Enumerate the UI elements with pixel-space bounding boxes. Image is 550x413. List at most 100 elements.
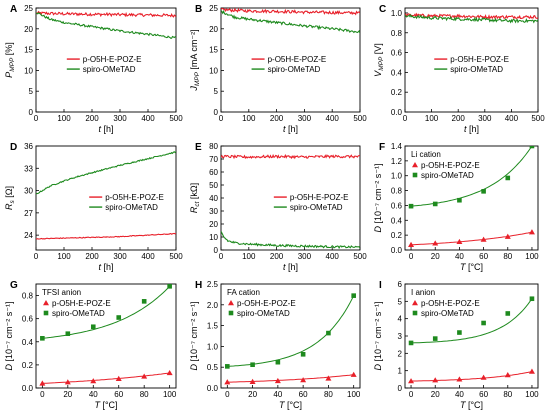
data-point — [225, 364, 230, 369]
panel-f: F 0 20 40 60 80 100 0.0 0.2 0.4 0.6 0.8 1.0 1.2 1.4 T [… — [373, 142, 539, 272]
y-tick-label: 2.0 — [207, 301, 219, 310]
panel-letter: I — [379, 280, 382, 291]
data-point — [480, 236, 487, 242]
x-tick-label: 60 — [114, 390, 123, 399]
panel-letter: B — [195, 4, 202, 15]
x-tick-label: 20 — [431, 390, 440, 399]
x-tick-label: 300 — [113, 114, 127, 123]
x-tick-label: 20 — [63, 390, 72, 399]
x-tick-label: 400 — [141, 252, 155, 261]
y-tick-label: 0.8 — [391, 187, 403, 196]
data-point — [504, 233, 511, 239]
y-tick-label: 2 — [398, 349, 403, 358]
y-tick-label: 1.0 — [391, 172, 403, 181]
x-tick-label: 0 — [34, 114, 39, 123]
fit-curve — [42, 285, 170, 339]
y-tick-label: 0.8 — [22, 292, 34, 301]
y-axis-unit: [V] — [373, 43, 383, 57]
y-tick-label: 15 — [24, 46, 33, 55]
y-tick-label: 27 — [24, 209, 33, 218]
y-tick-label: 10 — [209, 66, 218, 75]
y-axis-unit: [10⁻⁷ cm⁻² s⁻¹] — [189, 301, 199, 364]
y-tick-label: 25 — [24, 4, 33, 13]
panel-annotation: Li cation — [411, 150, 441, 159]
legend-entry: spiro-OMeTAD — [237, 309, 290, 318]
y-axis-label: Rs [Ω] — [4, 186, 16, 210]
legend-entry: spiro-OMeTAD — [290, 203, 343, 212]
x-tick-label: 60 — [479, 252, 488, 261]
data-point — [141, 373, 148, 379]
fit-curve — [410, 231, 533, 246]
panel-letter: A — [10, 4, 17, 15]
data-point — [432, 201, 438, 207]
x-axis-unit: [h] — [286, 262, 299, 272]
data-point — [481, 189, 486, 194]
x-tick-label: 300 — [113, 252, 127, 261]
legend-entry: p-O5H-E-POZ-E — [105, 193, 164, 202]
data-point — [275, 359, 281, 365]
y-tick-label: 0.2 — [391, 231, 403, 240]
y-axis-label: JMPP [mA cm⁻²] — [189, 29, 201, 91]
x-tick-label: 500 — [531, 114, 545, 123]
panel-letter: E — [195, 142, 202, 153]
y-tick-label: 40 — [209, 194, 218, 203]
y-axis-subscript: MPP — [378, 56, 385, 71]
x-tick-label: 0 — [409, 390, 414, 399]
x-axis-label: t [h] — [98, 124, 113, 134]
x-tick-label: 0 — [409, 252, 414, 261]
data-point — [457, 197, 462, 203]
x-tick-label: 200 — [85, 114, 99, 123]
legend-entry: p-O5H-E-POZ-E — [237, 299, 296, 308]
y-tick-label: 0.6 — [391, 49, 403, 58]
y-tick-label: 1.0 — [391, 9, 403, 18]
y-axis-unit: [10⁻⁷ cm⁻² s⁻¹] — [4, 301, 14, 364]
y-tick-label: 25 — [209, 4, 218, 13]
y-tick-label: 2.5 — [207, 280, 219, 289]
data-point — [529, 146, 535, 149]
x-tick-label: 100 — [347, 390, 361, 399]
y-axis-variable: D — [189, 364, 199, 371]
plot-frame — [404, 7, 539, 113]
x-tick-label: 60 — [299, 390, 308, 399]
data-point — [408, 340, 414, 346]
fit-curve — [410, 146, 533, 207]
series-line-spiro-ometad — [221, 9, 360, 34]
x-axis-label: t [h] — [98, 262, 113, 272]
y-tick-label: 1.4 — [391, 142, 403, 151]
data-point — [167, 284, 172, 289]
y-axis-variable: D — [373, 364, 383, 371]
data-point — [249, 378, 256, 384]
legend-entry: spiro-OMeTAD — [421, 309, 474, 318]
data-point — [325, 375, 332, 381]
x-tick-label: 60 — [479, 390, 488, 399]
y-tick-label: 5 — [398, 297, 403, 306]
data-point — [351, 293, 356, 298]
y-axis-variable: J — [189, 86, 199, 92]
data-point — [40, 336, 45, 341]
x-axis-label: t [h] — [283, 262, 298, 272]
panel-h: H 0 20 40 60 80 100 0.0 0.5 1.0 1.5 2.0 2.5 T [°C] D [… — [189, 280, 361, 410]
x-tick-label: 400 — [505, 114, 519, 123]
x-tick-label: 0 — [219, 114, 224, 123]
x-tick-label: 0 — [34, 252, 39, 261]
data-point — [274, 377, 281, 384]
x-axis-variable: T — [94, 400, 101, 410]
panel-a: A 0 100 200 300 400 500 0 5 10 15 20 25 t [h] PMPP [%]… — [4, 4, 183, 134]
data-point — [528, 368, 535, 374]
data-point — [326, 330, 331, 336]
plot-frame — [220, 283, 361, 389]
fit-curve — [227, 295, 355, 367]
plot-frame — [404, 145, 539, 251]
series-line-p-o5h-e-poz-e — [221, 153, 360, 160]
data-point — [141, 299, 147, 304]
y-axis-subscript: s — [9, 199, 16, 203]
y-axis-label: Rct [kΩ] — [189, 183, 201, 213]
x-axis-unit: [h] — [286, 124, 299, 134]
x-tick-label: 100 — [425, 114, 439, 123]
x-axis-label: T [°C] — [279, 400, 302, 410]
data-point — [456, 238, 463, 245]
